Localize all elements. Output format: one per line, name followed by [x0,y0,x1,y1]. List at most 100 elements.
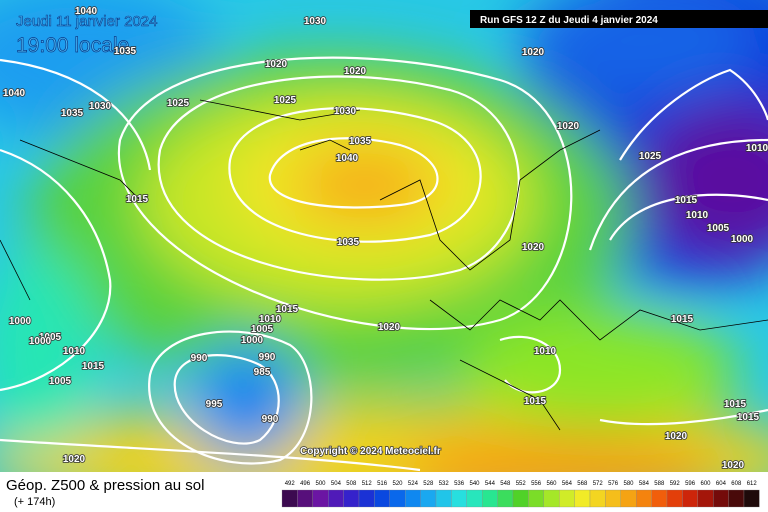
scale-label: 520 [392,481,403,487]
scale-label: 508 [346,481,357,487]
isobar-label: 1015 [82,361,105,372]
isobar-label: 1035 [349,136,372,147]
scale-label: 604 [716,481,727,487]
isobar-label: 1030 [89,101,112,112]
isobar-label: 1010 [534,346,557,357]
scale-cell [482,489,498,508]
isobar-label: 1005 [707,223,730,234]
scale-cell [435,489,452,508]
scale-cell [651,489,668,508]
isobar-label: 1020 [665,431,688,442]
scale-cell [328,489,344,508]
isobar-label: 1030 [304,16,327,27]
isobar-label: 1035 [61,108,84,119]
scale-label: 536 [454,481,465,487]
isobar-label: 1020 [522,242,545,253]
run-label: Run GFS 12 Z du Jeudi 4 janvier 2024 [480,15,658,26]
scale-label: 556 [531,481,542,487]
scale-cell [312,489,329,508]
scale-label: 568 [577,481,588,487]
scale-label: 548 [500,481,511,487]
scale-label: 588 [654,481,665,487]
isobar-label: 1005 [39,332,62,343]
isobar-label: 1035 [337,237,360,248]
isobar-label: 990 [262,414,279,425]
scale-label: 608 [731,481,742,487]
scale-label: 580 [623,481,634,487]
isobar-label: 1030 [334,106,357,117]
scale-label: 612 [747,481,758,487]
isobar-label: 1020 [378,322,401,333]
run-banner [470,10,768,28]
scale-label: 516 [377,481,388,487]
scale-cell [389,489,406,508]
scale-label: 532 [439,481,450,487]
isobar-label: 1020 [344,66,367,77]
scale-cell [728,489,745,508]
date-label: Jeudi 11 janvier 2024 [16,13,158,30]
copyright: Copyright © 2024 Meteociel.fr [300,446,441,457]
isobar-label: 985 [254,367,271,378]
coastline [0,99,768,431]
scale-cell [451,489,467,508]
scale-label: 544 [485,481,496,487]
isobar-label: 1020 [265,59,288,70]
isobar-label: 1015 [276,304,299,315]
isobar-label: 1040 [336,153,359,164]
time-label: 19:00 locale [16,34,129,57]
isobar-label: 1010 [63,346,86,357]
isobar-label: 1005 [49,376,72,387]
isobar-label: 1010 [259,314,282,325]
color-scale: 492 496 500 504 508 512 516 520 524 528 532 536 540 5… [281,481,760,508]
isobar-label: 1025 [167,98,190,109]
scale-cell [297,489,313,508]
isobar-label: 1000 [731,234,754,245]
scale-cell [281,489,298,508]
isobar-label: 995 [206,399,223,410]
scale-label: 584 [639,481,650,487]
isobar-label: 1015 [524,396,547,407]
scale-label: 524 [408,481,419,487]
scale-label: 576 [608,481,619,487]
isobar-label: 1010 [746,143,768,154]
isobar-label: 1020 [522,47,545,58]
scale-cell [574,489,591,508]
isobar-label: 1020 [63,454,86,465]
scale-label: 528 [423,481,434,487]
isobar-labels: 1040 1030 1035 1020 1020 1020 1040 1030 1035 1025… [2,5,768,472]
isobar-label: 1005 [251,324,274,335]
scale-cell [697,489,714,508]
scale-cell [405,489,421,508]
isobar-label: 1025 [639,151,662,162]
isobar-label: 1020 [722,460,745,471]
isobar-label: 1015 [671,314,694,325]
isobar-label: 1015 [724,399,747,410]
scale-cell [374,489,390,508]
scale-cell [358,489,375,508]
isobar-label: 990 [259,352,276,363]
scale-label: 500 [315,481,326,487]
scale-cell [636,489,652,508]
footer-title: Géop. Z500 & pression au sol [6,477,204,494]
scale-cell [682,489,698,508]
isobar-label: 1000 [241,335,264,346]
isobar-label: 1000 [29,336,52,347]
scale-label: 600 [700,481,711,487]
scale-cell [743,489,760,508]
isobar-label: 1010 [686,210,709,221]
scale-label: 504 [331,481,342,487]
scale-label: 540 [469,481,480,487]
isobar-label: 1020 [557,121,580,132]
scale-label: 564 [562,481,573,487]
isobar-label: 1000 [9,316,32,327]
scale-label: 596 [685,481,696,487]
scale-label: 560 [546,481,557,487]
scale-cell [666,489,683,508]
isobar-label: 990 [191,353,208,364]
isobar-label: 1015 [126,194,149,205]
scale-cell [420,489,437,508]
isobar-label: 1035 [114,46,137,57]
scale-label: 592 [670,481,681,487]
